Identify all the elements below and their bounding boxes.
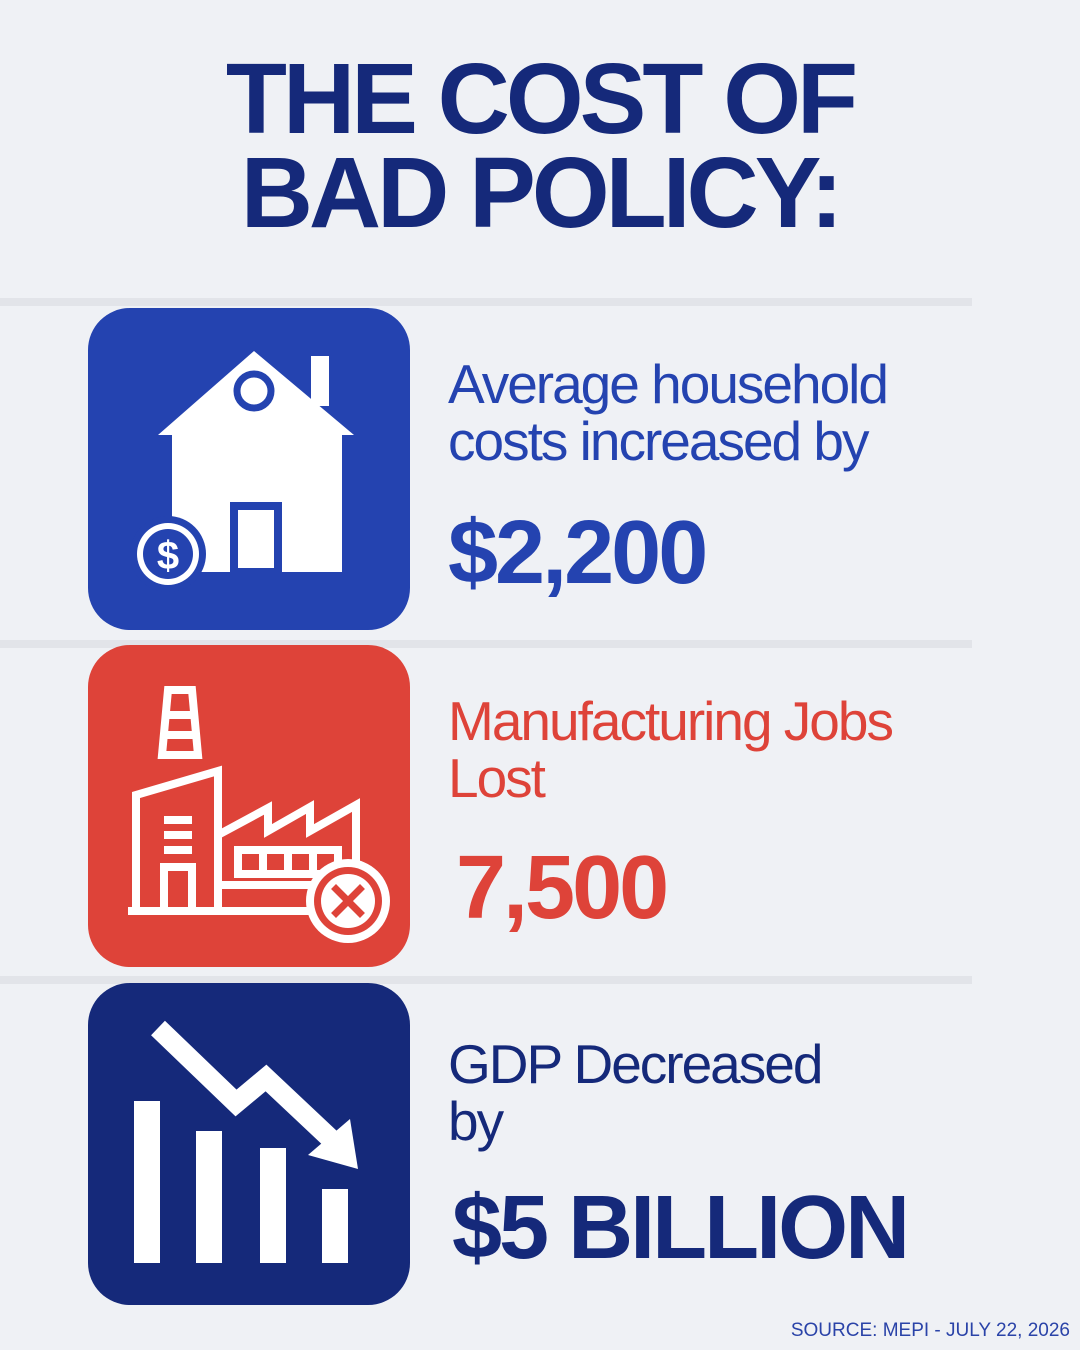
gdp-description: GDP Decreased by: [448, 1036, 1008, 1150]
dollar-sign: $: [157, 534, 179, 578]
divider: [0, 640, 972, 648]
gdp-desc-line-1: GDP Decreased: [448, 1033, 823, 1095]
divider: [0, 976, 972, 984]
source-citation: SOURCE: MEPI - JULY 22, 2026: [790, 1320, 1070, 1341]
manufacturing-value: 7,500: [456, 838, 669, 938]
manufacturing-desc-line-2: Lost: [448, 747, 546, 809]
house-dollar-icon: $: [88, 308, 410, 630]
household-description: Average household costs increased by: [448, 356, 1008, 470]
factory-x-icon: [88, 645, 410, 967]
manufacturing-desc-line-1: Manufacturing Jobs: [448, 690, 894, 752]
page-title: THE COST OF BAD POLICY:: [0, 43, 1080, 249]
chart-decline-icon: [88, 983, 410, 1305]
household-desc-line-1: Average household: [448, 353, 889, 415]
gdp-value: $5 BILLION: [452, 1178, 910, 1278]
gdp-desc-line-2: by: [448, 1090, 504, 1152]
title-line-2: BAD POLICY:: [240, 137, 844, 249]
household-value: $2,200: [448, 503, 708, 603]
manufacturing-description: Manufacturing Jobs Lost: [448, 693, 1008, 807]
divider: [0, 298, 972, 306]
household-desc-line-2: costs increased by: [448, 410, 870, 472]
title-line-1: THE COST OF: [225, 43, 858, 155]
